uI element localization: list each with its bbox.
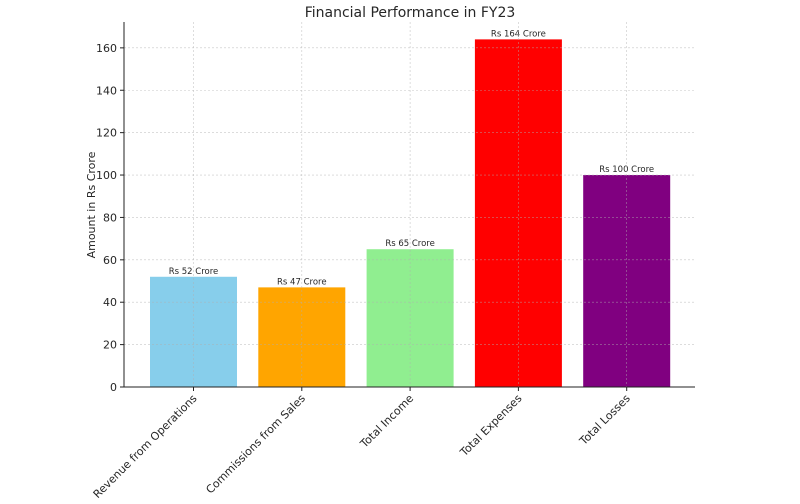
y-axis-label: Amount in Rs Crore	[85, 151, 98, 258]
y-tick-label: 80	[103, 211, 117, 224]
y-tick-label: 160	[96, 42, 117, 55]
x-tick-label: Total Expenses	[457, 392, 525, 460]
y-tick-label: 60	[103, 254, 117, 267]
y-tick-label: 20	[103, 339, 117, 352]
bar	[474, 39, 562, 387]
y-tick-label: 140	[96, 84, 117, 97]
y-tick-label: 40	[103, 296, 117, 309]
y-tick-label: 120	[96, 127, 117, 140]
y-tick-label: 0	[110, 381, 117, 394]
x-tick-label: Commissions from Sales	[203, 392, 308, 497]
chart-title: Financial Performance in FY23	[305, 5, 516, 21]
x-tick-label: Revenue from Operations	[91, 392, 200, 500]
data-label: Rs 65 Crore	[385, 239, 435, 249]
x-tick-label: Total Losses	[576, 392, 633, 449]
x-tick-label: Total Income	[357, 392, 416, 451]
y-tick-label: 100	[96, 169, 117, 182]
